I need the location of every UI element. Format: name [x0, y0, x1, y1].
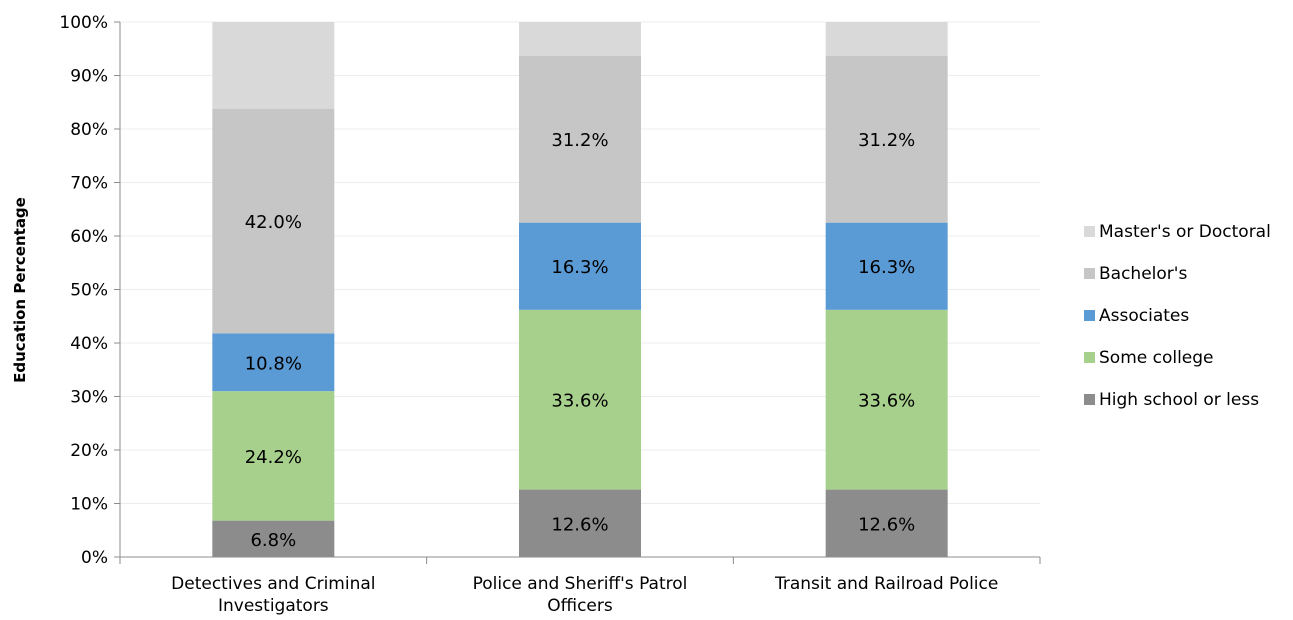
- bars: [212, 22, 948, 557]
- x-category-label: Investigators: [218, 596, 329, 616]
- legend: Master's or Doctoral Bachelor's Associates…: [1084, 222, 1271, 410]
- y-tick-label: 80%: [70, 120, 108, 140]
- y-tick-label: 20%: [70, 441, 108, 461]
- data-label: 33.6%: [551, 391, 608, 412]
- bar-segment: [825, 55, 948, 223]
- data-labels: 6.8% 24.2% 10.8% 42.0% 12.6% 33.6% 16.3% 31.2% 1…: [245, 130, 916, 551]
- data-label: 33.6%: [858, 391, 915, 412]
- x-category-label: Police and Sheriff's Patrol: [473, 574, 688, 594]
- y-tick-label: 10%: [70, 495, 108, 515]
- data-label: 16.3%: [858, 257, 915, 278]
- data-label: 16.3%: [551, 257, 608, 278]
- legend-swatch: [1084, 310, 1095, 321]
- y-axis-title: Education Percentage: [11, 197, 29, 383]
- bar-segment: [212, 108, 335, 334]
- x-category-label: Officers: [547, 596, 613, 616]
- bar-segment: [519, 309, 641, 490]
- data-label: 10.8%: [245, 353, 302, 374]
- x-category-label: Transit and Railroad Police: [774, 574, 998, 594]
- bar-segment: [212, 333, 335, 392]
- y-tick-label: 30%: [70, 388, 108, 408]
- data-label: 12.6%: [551, 514, 608, 535]
- bar-segment: [519, 222, 641, 310]
- bar-segment: [825, 489, 948, 557]
- data-label: 24.2%: [245, 447, 302, 468]
- bar-segment: [212, 391, 335, 521]
- data-label: 31.2%: [551, 130, 608, 151]
- bar-segment: [825, 309, 948, 490]
- y-tick-label: 40%: [70, 334, 108, 354]
- bar-segment: [519, 22, 641, 56]
- data-label: 12.6%: [858, 514, 915, 535]
- y-tick-label: 100%: [59, 13, 108, 33]
- data-label: 42.0%: [245, 212, 302, 233]
- y-tick-label: 60%: [70, 227, 108, 247]
- legend-label: High school or less: [1099, 390, 1259, 410]
- legend-label: Master's or Doctoral: [1099, 222, 1271, 242]
- bar-segment: [825, 222, 948, 310]
- data-label: 6.8%: [250, 530, 296, 551]
- legend-label: Associates: [1099, 306, 1189, 326]
- bar-segment: [519, 489, 641, 557]
- bar-segment: [212, 22, 335, 109]
- y-tick-label: 90%: [70, 67, 108, 87]
- data-label: 31.2%: [858, 130, 915, 151]
- bar-segment: [212, 520, 335, 557]
- legend-swatch: [1084, 226, 1095, 237]
- legend-label: Some college: [1099, 348, 1214, 368]
- legend-swatch: [1084, 394, 1095, 405]
- legend-swatch: [1084, 352, 1095, 363]
- y-tick-label: 50%: [70, 281, 108, 301]
- y-tick-label: 70%: [70, 174, 108, 194]
- bar-segment: [519, 55, 641, 223]
- legend-label: Bachelor's: [1099, 264, 1187, 284]
- legend-swatch: [1084, 268, 1095, 279]
- x-category-label: Detectives and Criminal: [171, 574, 375, 594]
- y-tick-label: 0%: [81, 548, 108, 568]
- axes: 0% 10% 20% 30% 40% 50% 60% 70% 80% 90% 100% Detecti…: [59, 13, 1041, 616]
- bar-segment: [825, 22, 948, 56]
